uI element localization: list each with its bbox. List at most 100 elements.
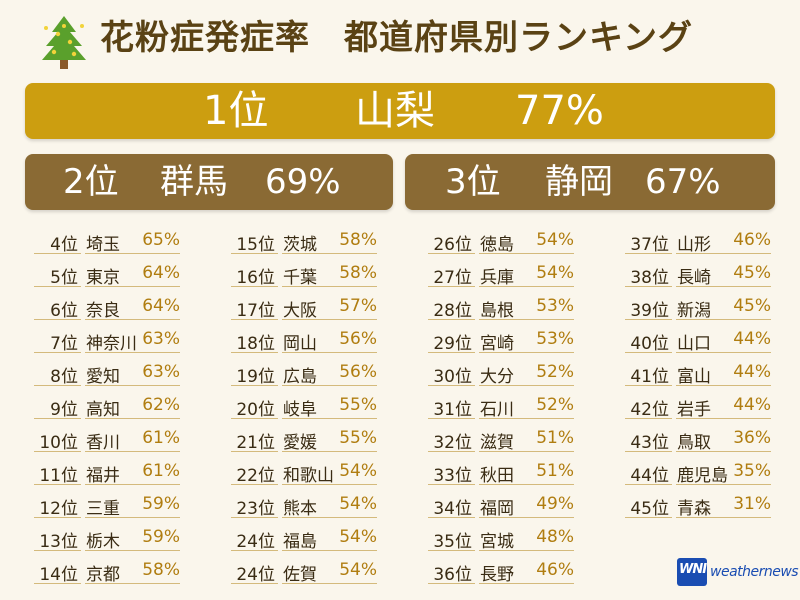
prefecture-name: 鳥取 bbox=[677, 433, 711, 453]
rate-value: 48% bbox=[536, 527, 574, 547]
ranking-row: 43位 鳥取 36% bbox=[621, 424, 771, 457]
prefecture-name: 愛知 bbox=[86, 367, 120, 387]
ranking-row: 26位 徳島 54% bbox=[424, 226, 574, 259]
prefecture-name: 熊本 bbox=[283, 499, 317, 519]
prefecture-name: 香川 bbox=[86, 433, 120, 453]
divider-line bbox=[625, 286, 672, 287]
prefecture-name: 新潟 bbox=[677, 301, 711, 321]
rate-value: 58% bbox=[142, 560, 180, 580]
title-bar: 花粉症発症率 都道府県別ランキング bbox=[0, 0, 800, 75]
rate-value: 46% bbox=[733, 230, 771, 250]
rank-label: 40位 bbox=[630, 334, 669, 354]
rate-value: 63% bbox=[142, 329, 180, 349]
ranking-row: 9位 高知 62% bbox=[30, 391, 180, 424]
ranking-row: 35位 宮城 48% bbox=[424, 523, 574, 556]
divider-line bbox=[428, 484, 475, 485]
ranking-row: 33位 秋田 51% bbox=[424, 457, 574, 490]
ranking-column-1: 4位 埼玉 65% 5位 東京 64% 6位 奈良 64% 7位 神奈川 63% 8位 愛知 63% 9位 高知… bbox=[30, 226, 180, 589]
rate-value: 45% bbox=[733, 296, 771, 316]
divider-line bbox=[479, 385, 574, 386]
rank-label: 22位 bbox=[236, 466, 275, 486]
prefecture-name: 秋田 bbox=[480, 466, 514, 486]
prefecture-name: 広島 bbox=[283, 367, 317, 387]
divider-line bbox=[428, 286, 475, 287]
divider-line bbox=[85, 517, 180, 518]
prefecture-name: 山梨 bbox=[355, 88, 435, 134]
divider-line bbox=[34, 583, 81, 584]
prefecture-name: 岐阜 bbox=[283, 400, 317, 420]
ranking-row: 28位 島根 53% bbox=[424, 292, 574, 325]
rate-value: 44% bbox=[733, 329, 771, 349]
prefecture-name: 大阪 bbox=[283, 301, 317, 321]
divider-line bbox=[34, 286, 81, 287]
rank-label: 35位 bbox=[433, 532, 472, 552]
rank-label: 24位 bbox=[236, 565, 275, 585]
prefecture-name: 東京 bbox=[86, 268, 120, 288]
rate-value: 62% bbox=[142, 395, 180, 415]
prefecture-name: 徳島 bbox=[480, 235, 514, 255]
divider-line bbox=[676, 253, 771, 254]
divider-line bbox=[676, 517, 771, 518]
rank-label: 26位 bbox=[433, 235, 472, 255]
ranking-row: 6位 奈良 64% bbox=[30, 292, 180, 325]
rank-label: 20位 bbox=[236, 400, 275, 420]
title-part1: 花粉症発症率 bbox=[100, 18, 310, 58]
rank-3-banner: 3位 静岡 67% bbox=[405, 154, 775, 210]
prefecture-name: 和歌山 bbox=[283, 466, 334, 486]
divider-line bbox=[231, 418, 278, 419]
ranking-row: 11位 福井 61% bbox=[30, 457, 180, 490]
rank-label: 28位 bbox=[433, 301, 472, 321]
divider-line bbox=[479, 550, 574, 551]
divider-line bbox=[479, 484, 574, 485]
rate-value: 56% bbox=[339, 362, 377, 382]
divider-line bbox=[34, 484, 81, 485]
divider-line bbox=[479, 517, 574, 518]
rate-value: 53% bbox=[536, 296, 574, 316]
ranking-row: 34位 福岡 49% bbox=[424, 490, 574, 523]
divider-line bbox=[231, 451, 278, 452]
ranking-row: 38位 長崎 45% bbox=[621, 259, 771, 292]
divider-line bbox=[231, 385, 278, 386]
prefecture-name: 滋賀 bbox=[480, 433, 514, 453]
ranking-row: 22位 和歌山 54% bbox=[227, 457, 377, 490]
prefecture-name: 島根 bbox=[480, 301, 514, 321]
rate-value: 61% bbox=[142, 428, 180, 448]
divider-line bbox=[282, 583, 377, 584]
ranking-row: 12位 三重 59% bbox=[30, 490, 180, 523]
rank-label: 3位 bbox=[445, 162, 501, 202]
rank-label: 23位 bbox=[236, 499, 275, 519]
ranking-row: 16位 千葉 58% bbox=[227, 259, 377, 292]
rank-label: 16位 bbox=[236, 268, 275, 288]
divider-line bbox=[231, 583, 278, 584]
divider-line bbox=[282, 319, 377, 320]
divider-line bbox=[282, 385, 377, 386]
rank-label: 10位 bbox=[39, 433, 78, 453]
prefecture-name: 大分 bbox=[480, 367, 514, 387]
ranking-row: 13位 栃木 59% bbox=[30, 523, 180, 556]
rate-value: 56% bbox=[339, 329, 377, 349]
rate-value: 64% bbox=[142, 263, 180, 283]
rate-value: 54% bbox=[339, 461, 377, 481]
divider-line bbox=[34, 319, 81, 320]
prefecture-name: 福岡 bbox=[480, 499, 514, 519]
divider-line bbox=[625, 418, 672, 419]
divider-line bbox=[676, 352, 771, 353]
divider-line bbox=[428, 418, 475, 419]
prefecture-name: 鹿児島 bbox=[677, 466, 728, 486]
ranking-row: 23位 熊本 54% bbox=[227, 490, 377, 523]
divider-line bbox=[85, 583, 180, 584]
divider-line bbox=[625, 517, 672, 518]
rank-label: 45位 bbox=[630, 499, 669, 519]
rank-label: 29位 bbox=[433, 334, 472, 354]
rank-label: 41位 bbox=[630, 367, 669, 387]
rate-value: 53% bbox=[536, 329, 574, 349]
rank-label: 37位 bbox=[630, 235, 669, 255]
rate-value: 77% bbox=[515, 88, 604, 134]
rank-label: 6位 bbox=[50, 301, 78, 321]
ranking-row: 24位 佐賀 54% bbox=[227, 556, 377, 589]
rate-value: 36% bbox=[733, 428, 771, 448]
ranking-row: 37位 山形 46% bbox=[621, 226, 771, 259]
divider-line bbox=[34, 550, 81, 551]
divider-line bbox=[85, 352, 180, 353]
rank-label: 4位 bbox=[50, 235, 78, 255]
